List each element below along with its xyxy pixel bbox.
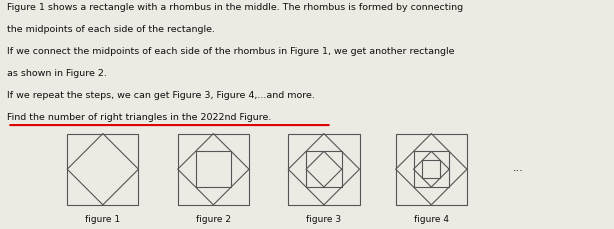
Text: the midpoints of each side of the rectangle.: the midpoints of each side of the rectan… [7, 25, 216, 33]
Text: figure 1: figure 1 [85, 214, 120, 223]
Text: figure 2: figure 2 [196, 214, 231, 223]
Text: figure 3: figure 3 [306, 214, 341, 223]
Text: as shown in Figure 2.: as shown in Figure 2. [7, 68, 107, 77]
Text: Figure 1 shows a rectangle with a rhombus in the middle. The rhombus is formed b: Figure 1 shows a rectangle with a rhombu… [7, 3, 464, 12]
Text: ...: ... [513, 162, 524, 172]
Text: If we connect the midpoints of each side of the rhombus in Figure 1, we get anot: If we connect the midpoints of each side… [7, 46, 455, 55]
Text: Find the number of right triangles in the 2022nd Figure.: Find the number of right triangles in th… [7, 112, 272, 121]
Text: If we repeat the steps, we can get Figure 3, Figure 4,...and more.: If we repeat the steps, we can get Figur… [7, 90, 315, 99]
Text: figure 4: figure 4 [414, 214, 449, 223]
